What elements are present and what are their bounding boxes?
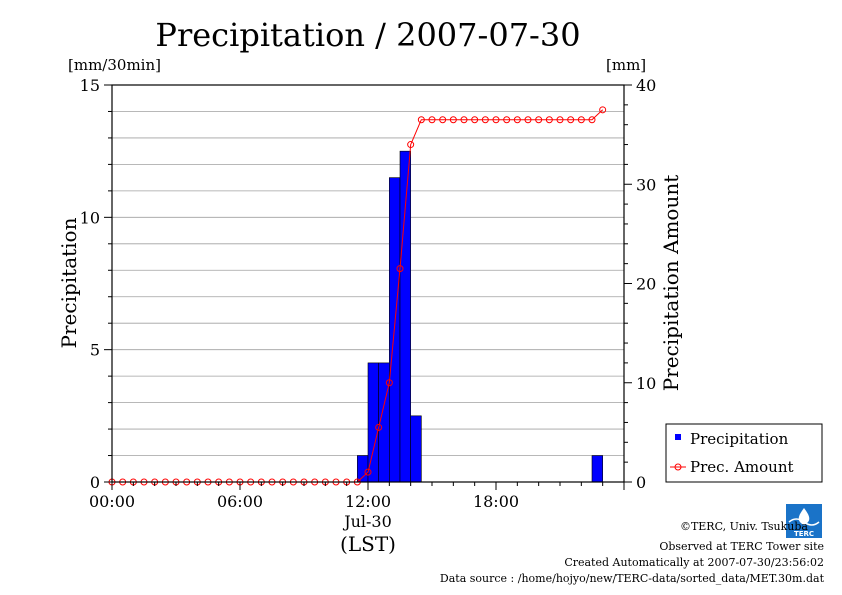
right-axis-title: Precipitation Amount (659, 175, 683, 392)
legend-amount-marker (674, 463, 682, 471)
footer-source: Data source : /home/hojyo/new/TERC-data/… (440, 572, 825, 585)
precipitation-bar (357, 455, 369, 483)
legend-precipitation-label: Precipitation (690, 430, 789, 448)
x-ticks: 00:00 06:00 12:00 18:00 (89, 482, 625, 511)
prec-amount-point (385, 379, 393, 387)
legend-box (665, 423, 823, 483)
x-tick-label: 18:00 (473, 492, 519, 511)
y2-tick-label: 40 (636, 76, 656, 95)
footer-observed: Observed at TERC Tower site (659, 540, 824, 553)
prec-amount-point (567, 116, 575, 124)
chart-title: Precipitation / 2007-07-30 (155, 16, 580, 54)
precipitation-bar (399, 150, 411, 483)
logo-text: TERC (794, 530, 814, 538)
x-tick-label: 06:00 (217, 492, 263, 511)
prec-amount-point (428, 116, 436, 124)
x-tick-label: 12:00 (345, 492, 391, 511)
prec-amount-point (364, 468, 372, 476)
footer-copyright: ©TERC, Univ. Tsukuba (680, 520, 808, 533)
prec-amount-point (556, 116, 564, 124)
y2-tick-label: 0 (636, 473, 646, 492)
prec-amount-point (375, 423, 383, 431)
x-tick-label: 00:00 (89, 492, 135, 511)
prec-amount-point (449, 116, 457, 124)
prec-amount-point (417, 116, 425, 124)
x-axis-unit: (LST) (340, 532, 396, 556)
y-tick-label: 0 (90, 473, 100, 492)
prec-amount-point (577, 116, 585, 124)
y-tick-label: 5 (90, 341, 100, 360)
logo-wave-icon (788, 518, 820, 526)
y2-tick-label: 20 (636, 275, 656, 294)
prec-amount-point (460, 116, 468, 124)
footer-created: Created Automatically at 2007-07-30/23:5… (564, 556, 824, 569)
legend-amount-label: Prec. Amount (690, 458, 794, 476)
prec-amount-point (513, 116, 521, 124)
prec-amount-point (599, 106, 607, 114)
right-axis-unit: [mm] (606, 56, 646, 74)
prec-amount-point (492, 116, 500, 124)
x-date-label: Jul-30 (342, 512, 392, 531)
y2-tick-label: 10 (636, 374, 656, 393)
prec-amount-point (471, 116, 479, 124)
left-axis-title: Precipitation (57, 217, 81, 348)
y-tick-label: 10 (80, 208, 100, 227)
precipitation-bar (410, 415, 422, 483)
terc-logo: TERC (786, 504, 822, 538)
legend-precipitation-swatch (675, 434, 681, 440)
precipitation-bar (591, 455, 603, 483)
prec-amount-point (503, 116, 511, 124)
y2-tick-label: 30 (636, 175, 656, 194)
prec-amount-point (396, 265, 404, 273)
legend: Precipitation Prec. Amount (665, 423, 823, 483)
prec-amount-point (439, 116, 447, 124)
left-axis-unit: [mm/30min] (68, 56, 161, 74)
right-y-ticks: 0 10 20 30 40 (624, 76, 656, 492)
prec-amount-point (588, 116, 596, 124)
prec-amount-point (535, 116, 543, 124)
prec-amount-point (407, 141, 415, 149)
prec-amount-point (545, 116, 553, 124)
prec-amount-point (481, 116, 489, 124)
left-y-ticks: 0 5 10 15 (80, 76, 112, 492)
y-tick-label: 15 (80, 76, 100, 95)
prec-amount-point (524, 116, 532, 124)
